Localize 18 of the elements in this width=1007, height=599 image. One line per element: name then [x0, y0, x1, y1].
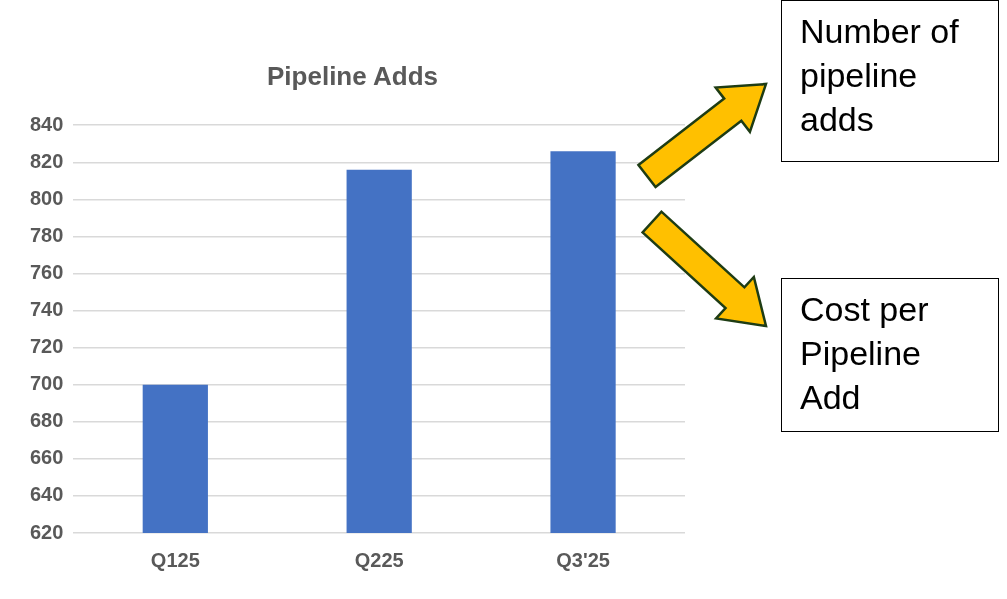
y-tick-label: 680	[29, 409, 64, 432]
y-tick-label: 700	[29, 372, 64, 395]
x-tick-label: Q125	[150, 548, 200, 571]
y-tick-label: 740	[29, 298, 64, 321]
y-tick-label: 620	[29, 520, 64, 543]
x-tick-label: Q225	[354, 548, 404, 571]
chart-title: Pipeline Adds	[267, 60, 438, 91]
x-tick-label: Q3'25	[556, 548, 610, 571]
y-tick-label: 840	[29, 112, 64, 135]
y-tick-label: 820	[29, 149, 64, 172]
y-tick-label: 800	[29, 186, 64, 209]
y-tick-label: 780	[29, 223, 64, 246]
y-tick-label: 660	[29, 446, 64, 469]
y-tick-label: 640	[29, 483, 64, 506]
text: Number of pipeline adds	[781, 0, 999, 162]
y-tick-label: 760	[29, 261, 64, 284]
text: Cost per Pipeline Add	[781, 278, 999, 432]
y-tick-label: 720	[29, 335, 64, 358]
